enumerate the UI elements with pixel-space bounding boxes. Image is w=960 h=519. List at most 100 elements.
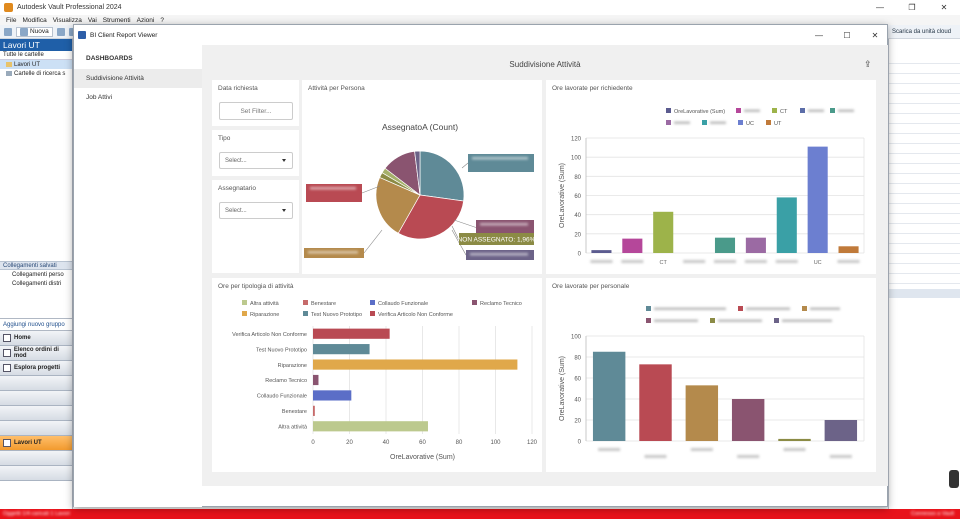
bar <box>714 237 736 253</box>
dashboard-title: Suddivisione Attività <box>509 60 581 69</box>
left-panel-title: Lavori UT <box>0 39 72 51</box>
x-tick-label: UC <box>814 260 822 266</box>
bar-requester-panel: Ore lavorate per richiedente 0 20 40 60 80 10… <box>546 80 876 274</box>
list-icon[interactable] <box>4 27 12 36</box>
folder-icon <box>3 439 11 447</box>
y-tick-label: Altra attività <box>278 424 308 430</box>
bar <box>653 211 674 253</box>
right-panel-selection[interactable] <box>889 289 960 298</box>
assegnatario-select[interactable]: Select... <box>219 202 293 219</box>
y-tick-label: Riparazione <box>278 363 307 369</box>
legend-swatch <box>702 120 707 125</box>
refresh-icon[interactable] <box>56 27 65 36</box>
menu-strumenti[interactable]: Strumenti <box>102 16 131 24</box>
nav-empty-2 <box>0 391 72 406</box>
nav-empty-3 <box>0 406 72 421</box>
nav-explore-projects-label: Esplora progetti <box>14 365 61 371</box>
viewer-close-icon[interactable]: ✕ <box>871 30 879 40</box>
search-folder-icon <box>6 71 12 76</box>
filter-assegnatario: Assegnatario Select... <box>212 180 299 273</box>
nav-explore-projects[interactable]: Esplora progetti <box>0 361 72 376</box>
minimize-icon[interactable]: — <box>876 3 884 12</box>
vault-menu-bar: File Modifica Visualizza Vai Strumenti A… <box>0 15 960 25</box>
dashboards-sidebar: DASHBOARDS Suddivisione Attività Job Att… <box>74 45 202 507</box>
assegnatario-select-value: Select... <box>225 207 247 214</box>
saved-link-personal[interactable]: Collegamenti perso <box>12 271 64 278</box>
menu-file[interactable]: File <box>6 16 17 24</box>
back-icon[interactable] <box>68 27 77 36</box>
close-icon[interactable]: ✕ <box>940 3 948 12</box>
legend-swatch <box>242 311 247 316</box>
tree-item-search-folders[interactable]: Cartelle di ricerca s <box>0 69 72 78</box>
bar <box>745 237 766 253</box>
viewer-maximize-icon[interactable]: ☐ <box>843 30 851 40</box>
bar <box>776 197 797 253</box>
nav-home[interactable]: Home <box>0 331 72 346</box>
saved-link-distributed[interactable]: Collegamenti distri <box>12 280 62 287</box>
y-tick-label: Benestare <box>282 409 307 415</box>
legend-swatch <box>772 108 777 113</box>
legend-label: Benestare <box>311 301 336 307</box>
legend-swatch <box>666 120 671 125</box>
x-tick-label-redacted <box>598 448 621 451</box>
legend-label: Test Nuovo Prototipo <box>311 312 362 318</box>
y-tick-label: 20 <box>574 232 581 238</box>
viewer-minimize-icon[interactable]: — <box>815 30 823 40</box>
dashboard-content: Suddivisione Attività ⇪ Data richiesta S… <box>202 45 888 486</box>
pie-label-box <box>476 220 534 235</box>
set-filter-button[interactable]: Set Filter... <box>219 102 293 120</box>
y-tick-label: 40 <box>574 213 581 219</box>
add-group-link[interactable]: Aggiungi nuovo gruppo <box>0 318 72 331</box>
nav-change-orders[interactable]: Elenco ordini di mod <box>0 346 72 361</box>
legend-swatch <box>303 311 308 316</box>
tree-item-lavori-ut[interactable]: Lavori UT <box>0 60 72 69</box>
x-tick-label: CT <box>660 260 668 266</box>
all-folders[interactable]: Tutte le cartelle <box>0 51 72 60</box>
menu-azioni[interactable]: Azioni <box>136 16 155 24</box>
legend-label-redacted <box>654 307 726 310</box>
pie-label-box-non-assegnato <box>459 233 534 245</box>
x-tick-label-redacted <box>783 448 806 451</box>
filter-tipo-title: Tipo <box>218 135 231 142</box>
home-icon <box>3 334 11 342</box>
pie-label-box <box>468 154 534 172</box>
bar <box>622 238 643 253</box>
saved-links-title: Collegamenti salvati <box>0 261 72 270</box>
bar-personnel-chart: 0 20 40 60 80 100 OreLavorative (Sum) <box>559 306 865 458</box>
bar-requester-chart: 0 20 40 60 80 100 120 OreLavorative (Sum) CT UC Or… <box>559 108 865 266</box>
y-tick-label: 0 <box>578 440 582 446</box>
legend-swatch <box>802 306 807 311</box>
legend-label: UC <box>746 121 754 127</box>
menu-visualizza[interactable]: Visualizza <box>52 16 82 24</box>
tree-item-label: Lavori UT <box>14 61 41 68</box>
bi-report-viewer-window: BI Client Report Viewer — ☐ ✕ DASHBOARDS… <box>73 24 888 507</box>
nav-lavori-ut[interactable]: Lavori UT <box>0 436 72 451</box>
legend-swatch <box>303 300 308 305</box>
new-label: Nuova <box>30 28 49 35</box>
restore-icon[interactable]: ❐ <box>908 3 916 12</box>
new-button[interactable]: Nuova <box>16 26 53 37</box>
x-tick-label: 0 <box>311 440 315 446</box>
chat-icon[interactable] <box>949 470 959 488</box>
pie-label-redacted <box>308 251 358 254</box>
nav-empty-4 <box>0 421 72 436</box>
bar <box>731 399 765 441</box>
menu-modifica[interactable]: Modifica <box>22 16 47 24</box>
tipo-select-value: Select... <box>225 157 247 164</box>
bar <box>313 359 518 370</box>
viewer-title: BI Client Report Viewer <box>90 31 158 39</box>
pie-leader-line <box>363 229 383 254</box>
pie-label-redacted <box>480 223 528 226</box>
cloud-download-button[interactable]: Scarica da unità cloud <box>888 25 960 39</box>
menu-vai[interactable]: Vai <box>87 16 97 24</box>
legend-swatch <box>766 120 771 125</box>
y-tick-label: 60 <box>574 194 581 200</box>
sidebar-item-job-attivi[interactable]: Job Attivi <box>86 94 113 101</box>
menu-help[interactable]: ? <box>160 16 164 24</box>
legend-swatch <box>800 108 805 113</box>
share-icon[interactable]: ⇪ <box>864 59 872 69</box>
bar <box>592 351 626 441</box>
nav-change-orders-label: Elenco ordini di mod <box>13 347 59 359</box>
tipo-select[interactable]: Select... <box>219 152 293 169</box>
sidebar-item-suddivisione[interactable]: Suddivisione Attività <box>74 69 202 88</box>
